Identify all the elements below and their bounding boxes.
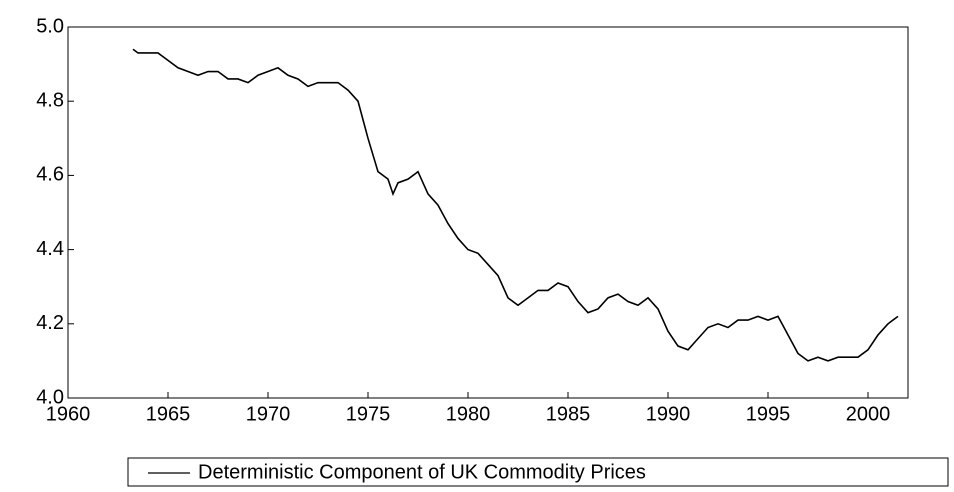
data-line — [132, 48, 899, 362]
x-tick-label: 1975 — [346, 403, 391, 425]
y-tick-label: 4.6 — [36, 164, 64, 186]
y-tick-label: 4.0 — [36, 386, 64, 408]
y-tick-label: 5.0 — [36, 15, 64, 37]
y-tick-label: 4.8 — [36, 89, 64, 111]
x-tick-label: 1985 — [546, 403, 591, 425]
plot-frame — [67, 26, 909, 399]
x-tick-label: 1995 — [746, 403, 791, 425]
x-tick-label: 1960 — [46, 403, 91, 425]
legend-label: Deterministic Component of UK Commodity … — [198, 461, 646, 483]
y-tick-label: 4.2 — [36, 312, 64, 334]
x-tick-label: 1980 — [446, 403, 491, 425]
x-tick-label: 1965 — [146, 403, 191, 425]
y-tick-label: 4.4 — [36, 238, 64, 260]
x-tick-label: 1990 — [646, 403, 691, 425]
x-tick-label: 2000 — [846, 403, 891, 425]
legend-box — [127, 457, 949, 487]
x-tick-label: 1970 — [246, 403, 291, 425]
